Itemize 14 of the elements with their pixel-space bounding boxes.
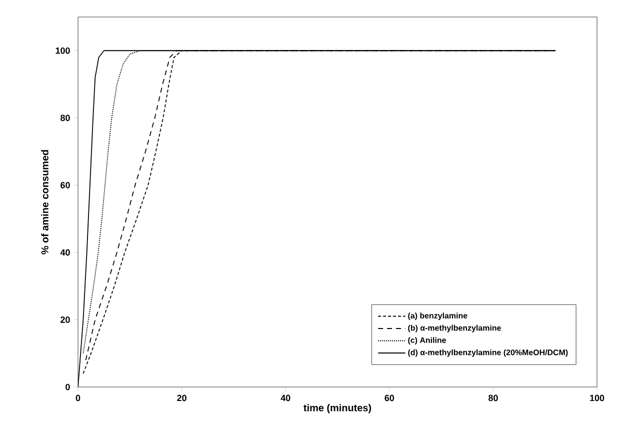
y-tick-label: 0 [66,384,70,390]
y-tick-label: 40 [60,249,70,256]
x-tick-label: 100 [590,394,604,402]
x-tick-label: 60 [384,394,394,402]
y-tick-label: 20 [60,316,70,323]
y-tick-label: 80 [60,114,70,122]
y-tick-label: 100 [56,47,70,54]
y-tick-label: 60 [60,182,70,188]
y-axis-title: % of amine consumed [41,150,48,254]
x-axis-title: time (minutes) [304,404,372,414]
x-tick-label: 80 [488,394,498,402]
x-tick-label: 0 [76,394,80,402]
x-tick-label: 40 [280,394,290,402]
x-tick-label: 20 [177,394,186,402]
